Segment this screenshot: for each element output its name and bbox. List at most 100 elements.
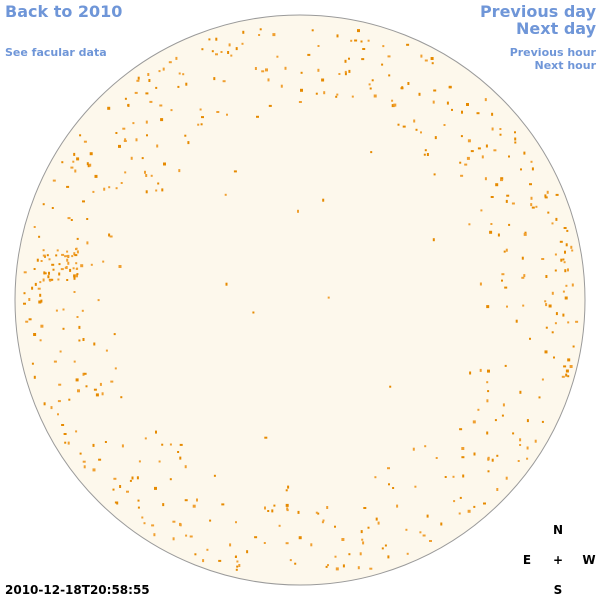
facula bbox=[123, 140, 127, 142]
facula bbox=[187, 141, 190, 145]
facula bbox=[501, 279, 503, 282]
facula bbox=[544, 194, 547, 198]
facula bbox=[122, 127, 126, 130]
facula bbox=[491, 127, 494, 131]
facula bbox=[406, 43, 410, 46]
facula bbox=[477, 147, 481, 150]
facula bbox=[238, 564, 241, 567]
facula bbox=[271, 509, 274, 513]
facula bbox=[34, 282, 37, 286]
facula bbox=[448, 86, 452, 89]
facula bbox=[33, 375, 36, 379]
facula bbox=[348, 57, 350, 60]
facula bbox=[23, 292, 26, 295]
facula bbox=[120, 182, 123, 184]
facula bbox=[75, 262, 78, 265]
facula bbox=[565, 243, 568, 247]
facula bbox=[443, 124, 446, 126]
facula bbox=[300, 71, 303, 74]
facula bbox=[261, 70, 265, 73]
facula bbox=[33, 268, 36, 270]
facula bbox=[486, 431, 489, 435]
facula bbox=[75, 430, 78, 433]
facula bbox=[420, 131, 422, 134]
facula bbox=[414, 485, 417, 488]
facula bbox=[161, 188, 164, 192]
facula bbox=[286, 507, 289, 511]
facula bbox=[459, 428, 463, 431]
facula bbox=[551, 291, 554, 295]
facula bbox=[75, 274, 78, 278]
facula bbox=[508, 223, 511, 226]
facula bbox=[440, 522, 443, 526]
facula bbox=[297, 209, 299, 213]
facula bbox=[459, 161, 462, 164]
facula bbox=[192, 504, 196, 508]
facula bbox=[541, 420, 544, 423]
facula bbox=[501, 414, 504, 417]
facula bbox=[396, 504, 399, 508]
back-link[interactable]: Back to 2010 bbox=[5, 2, 122, 21]
facula bbox=[242, 30, 245, 34]
next-hour-link[interactable]: Next hour bbox=[535, 59, 597, 72]
facula bbox=[103, 187, 106, 191]
facula bbox=[83, 372, 87, 375]
facula bbox=[285, 503, 289, 507]
compass-center: + bbox=[553, 553, 563, 567]
facula bbox=[401, 86, 404, 90]
facula bbox=[363, 507, 367, 509]
facula bbox=[391, 99, 394, 102]
previous-hour-link[interactable]: Previous hour bbox=[510, 46, 597, 59]
facula bbox=[389, 385, 392, 388]
facula bbox=[25, 320, 29, 323]
facular-link[interactable]: See facular data bbox=[5, 46, 107, 59]
facula bbox=[73, 291, 76, 293]
facula bbox=[420, 54, 423, 58]
facula bbox=[51, 207, 54, 209]
facula bbox=[73, 252, 76, 256]
facula bbox=[382, 45, 385, 48]
facula bbox=[58, 383, 62, 386]
facula bbox=[66, 185, 70, 188]
facula bbox=[547, 211, 550, 214]
facula bbox=[148, 79, 151, 82]
facula bbox=[235, 568, 238, 571]
facula bbox=[327, 564, 329, 567]
previous-day-link[interactable]: Previous day bbox=[480, 2, 597, 21]
facula bbox=[451, 108, 453, 111]
facula bbox=[491, 112, 494, 116]
facula bbox=[258, 34, 261, 36]
facula bbox=[42, 254, 46, 257]
solar-disk bbox=[14, 14, 586, 586]
facula bbox=[412, 447, 415, 451]
facula bbox=[495, 183, 499, 187]
facula bbox=[566, 229, 569, 232]
facula bbox=[526, 457, 529, 460]
facula bbox=[141, 516, 144, 519]
next-day-link[interactable]: Next day bbox=[516, 19, 597, 38]
facula bbox=[388, 74, 391, 77]
facula bbox=[272, 33, 276, 37]
facula bbox=[555, 312, 558, 316]
facula bbox=[66, 250, 69, 253]
facula bbox=[23, 271, 27, 274]
facula bbox=[348, 69, 351, 73]
facula bbox=[126, 490, 129, 493]
facula bbox=[287, 485, 290, 489]
facula bbox=[101, 392, 104, 396]
facula bbox=[81, 309, 84, 312]
facula bbox=[221, 503, 225, 506]
facula bbox=[473, 505, 476, 508]
facula bbox=[284, 66, 287, 70]
facula bbox=[39, 281, 42, 284]
facula bbox=[423, 153, 426, 156]
facula bbox=[62, 327, 65, 330]
facula bbox=[64, 441, 67, 444]
facula bbox=[121, 444, 124, 448]
facula bbox=[487, 390, 490, 393]
facula bbox=[153, 533, 156, 537]
facula bbox=[530, 203, 533, 207]
facula bbox=[361, 58, 365, 61]
facula bbox=[70, 166, 74, 169]
facula bbox=[185, 534, 188, 537]
